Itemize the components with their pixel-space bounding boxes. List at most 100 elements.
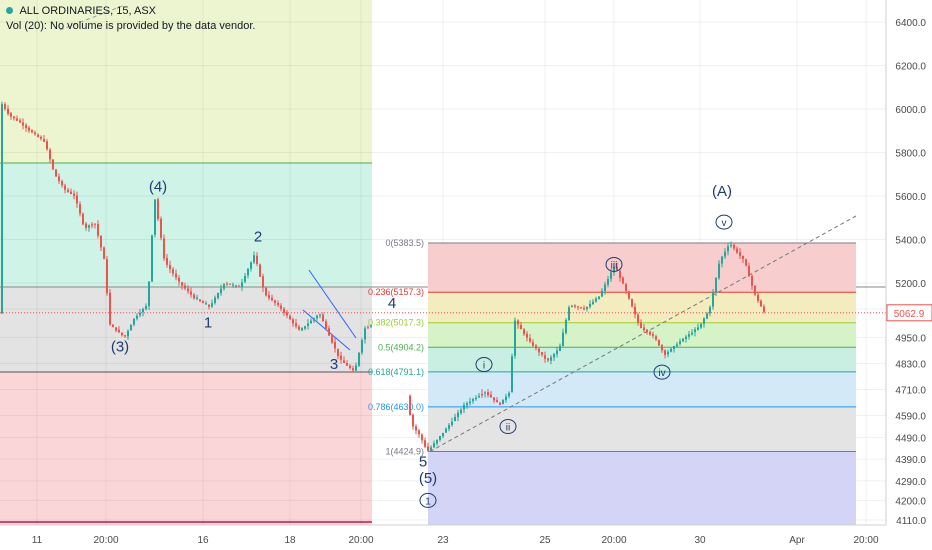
wave-label-circle (499, 418, 517, 434)
candle (472, 399, 474, 402)
background-zone (0, 372, 372, 525)
price-tick-label: 4950.0 (895, 333, 926, 344)
candle (61, 181, 63, 186)
candle (190, 291, 192, 295)
candle (223, 284, 225, 289)
candle (280, 305, 282, 309)
candle (187, 288, 189, 292)
candle (277, 302, 279, 305)
candle (433, 443, 435, 448)
candle (88, 225, 90, 228)
candle (622, 277, 624, 284)
candle (103, 247, 105, 259)
candle (445, 428, 447, 433)
candle (367, 327, 369, 329)
candle (148, 281, 150, 307)
price-tick-label: 5600.0 (895, 192, 926, 203)
candle (592, 301, 594, 305)
time-tick-label: 16 (197, 535, 209, 546)
wave-label-circle (419, 492, 437, 508)
candle (259, 264, 261, 277)
candle (7, 108, 9, 114)
candle (58, 176, 60, 182)
candle (265, 287, 267, 296)
candle (541, 352, 543, 355)
candle (10, 113, 12, 117)
candle (643, 327, 645, 331)
candle (202, 301, 204, 304)
candle (343, 360, 345, 363)
candle (331, 335, 333, 343)
candle (697, 327, 699, 330)
wave-label: (5) (419, 470, 437, 487)
candle (313, 318, 315, 321)
candle (706, 313, 708, 319)
candle (22, 122, 24, 126)
candle (301, 328, 303, 331)
candle (244, 275, 246, 282)
candle (511, 356, 513, 393)
candle (547, 358, 549, 361)
candle (118, 329, 120, 333)
candle (523, 329, 525, 335)
candle (544, 355, 546, 359)
candle (661, 345, 663, 351)
fib-level-label: 0.236(5157.3) (368, 287, 424, 297)
candle (652, 334, 654, 336)
legend-symbol-row: ALL ORDINARIES, 15, ASX (6, 4, 255, 19)
candle (163, 238, 165, 259)
background-zones (0, 0, 886, 525)
candle (685, 336, 687, 340)
candle (457, 412, 459, 418)
candle (679, 341, 681, 344)
fib-level-label: 0(5383.5) (385, 238, 424, 248)
candle (628, 291, 630, 299)
candle (760, 300, 762, 307)
candle (493, 397, 495, 401)
candle (559, 345, 561, 351)
candle (424, 440, 426, 447)
candle (703, 318, 705, 324)
wave-label: 3 (330, 356, 338, 373)
candle (121, 332, 123, 336)
candle (181, 282, 183, 286)
candle (619, 271, 621, 279)
candle (46, 141, 48, 150)
fibonacci-retracement: 0(5383.5) 0.236(5157.3) 0.382(5017.3) 0.5(4… (368, 238, 856, 525)
candle (337, 348, 339, 357)
candle (127, 330, 129, 337)
candle (43, 139, 45, 142)
candle (16, 118, 18, 121)
candle (1, 104, 3, 314)
candle (604, 284, 606, 291)
candle (52, 159, 54, 170)
candle (346, 362, 348, 366)
candle (577, 306, 579, 308)
candle (466, 403, 468, 406)
candle (238, 286, 240, 288)
wave-label: 2 (254, 229, 262, 246)
candle (676, 344, 678, 347)
candle (235, 285, 237, 287)
candle (484, 392, 486, 394)
candle (634, 306, 636, 315)
candle (646, 329, 648, 333)
price-tick-label: 4490.0 (895, 433, 926, 444)
candle (286, 312, 288, 316)
price-tick-label: 5400.0 (895, 235, 926, 246)
candle (562, 332, 564, 347)
candle (430, 447, 432, 451)
candle (649, 331, 651, 335)
candle (763, 306, 765, 313)
candle (193, 294, 195, 299)
candle (220, 288, 222, 294)
candle (712, 292, 714, 307)
candle (352, 368, 354, 371)
candle (718, 263, 720, 278)
candle (448, 424, 450, 429)
time-axis: 11 20:00 16 18 20:00 23 25 20:00 30 Apr 20:00 (0, 524, 886, 546)
time-tick-label: 20:00 (853, 535, 878, 546)
candle (412, 414, 414, 427)
